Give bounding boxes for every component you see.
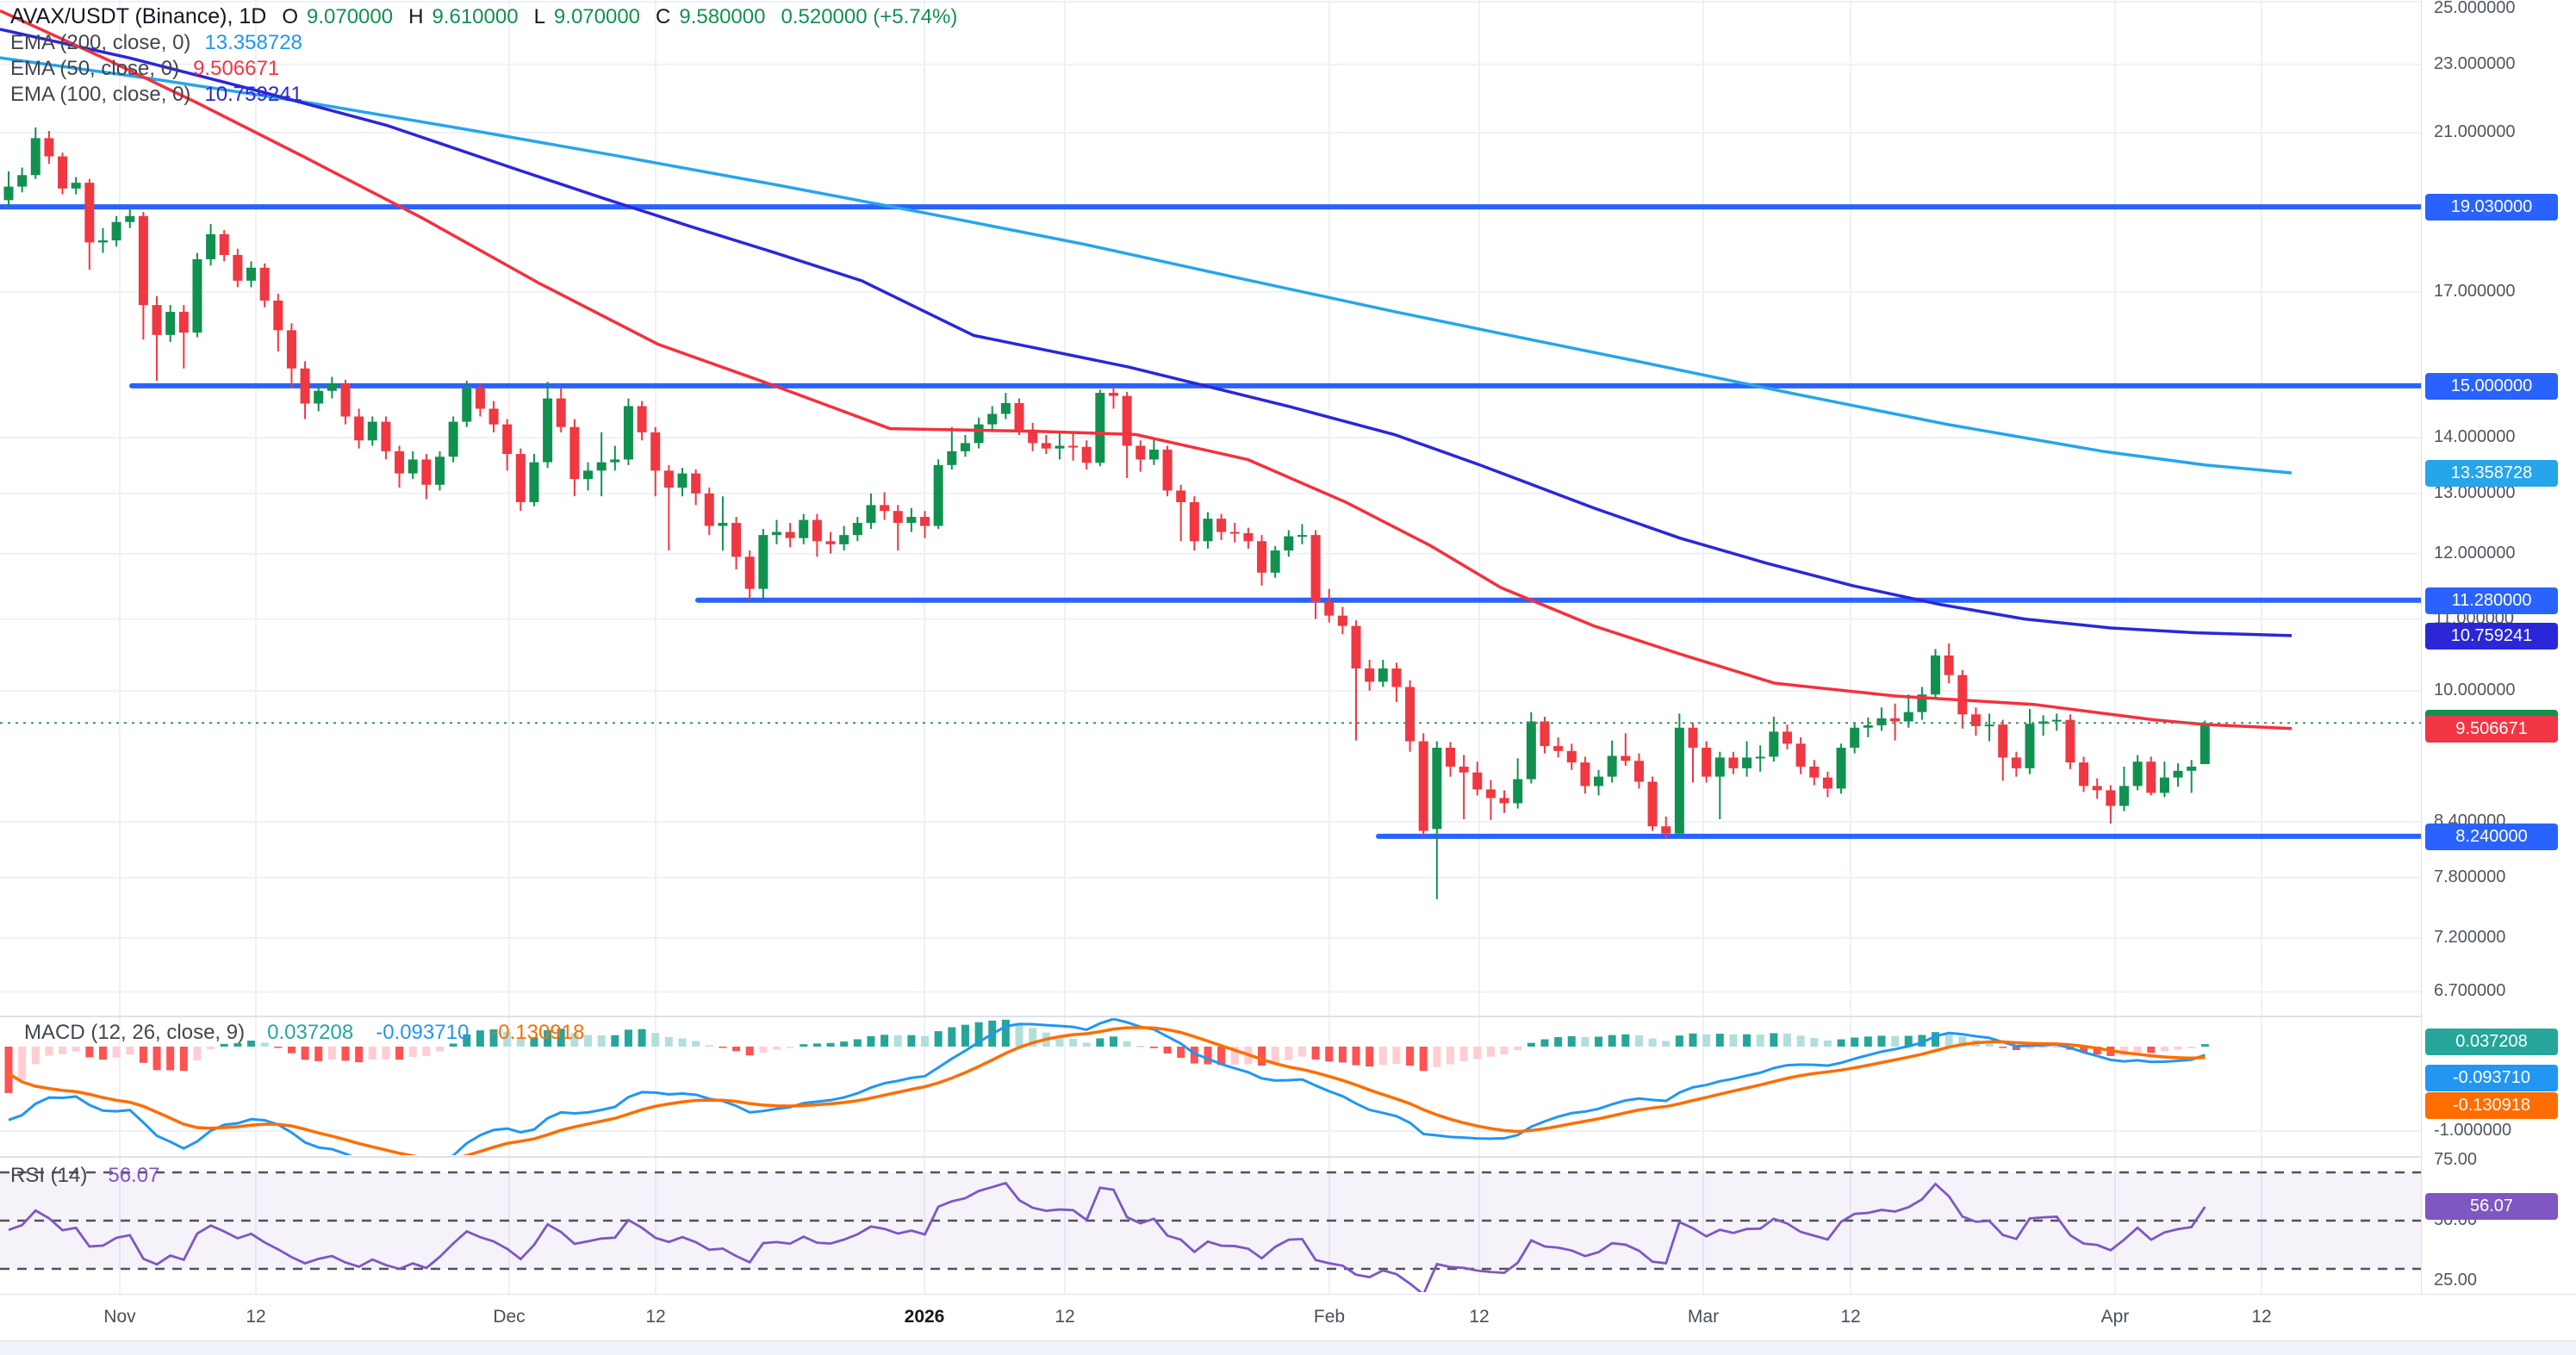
macd-signal-line: [8, 1026, 2206, 1155]
time-axis[interactable]: Nov 12 Dec 12 2026 12 Feb 12 Mar 12 Apr 12: [0, 1294, 2576, 1341]
ema200-label: EMA (200, close, 0): [10, 31, 191, 54]
rsi-value: 56.07: [108, 1164, 160, 1187]
ema100-value: 10.759241: [204, 83, 302, 106]
price-badge-9.506671: 9.506671: [2425, 716, 2558, 743]
rsi-tick-75.00: 75.00: [2434, 1150, 2478, 1169]
high-value: 9.610000: [432, 5, 519, 28]
rsi-label: RSI (14): [10, 1164, 88, 1187]
price-badge-8.240000: 8.240000: [2425, 823, 2558, 850]
price-tick-21.000000: 21.000000: [2434, 122, 2516, 142]
price-tick-14.000000: 14.000000: [2434, 427, 2516, 447]
symbol-legend-row: AVAX/USDT (Binance), 1D O 9.070000 H 9.610…: [10, 5, 957, 28]
time-tick-12: 12: [1469, 1307, 1490, 1327]
rsi-badge-56.07: 56.07: [2425, 1193, 2558, 1220]
time-tick-12: 12: [645, 1307, 666, 1327]
rsi-tick-25.00: 25.00: [2434, 1271, 2478, 1290]
main-legend[interactable]: AVAX/USDT (Binance), 1D O 9.070000 H 9.610…: [10, 5, 957, 109]
time-tick-12: 12: [1055, 1307, 1075, 1327]
ema50-label: EMA (50, close, 0): [10, 57, 180, 80]
ema100-legend-row[interactable]: EMA (100, close, 0) 10.759241: [10, 84, 957, 106]
price-tick-17.000000: 17.000000: [2434, 281, 2516, 301]
price-tick-13.000000: 13.000000: [2434, 482, 2516, 502]
rsi-line: [8, 1181, 2206, 1292]
rsi-legend-row: RSI (14) 56.07: [10, 1165, 159, 1187]
candlesticks: [3, 127, 2210, 899]
price-tick-23.000000: 23.000000: [2434, 53, 2516, 73]
price-tick-10.000000: 10.000000: [2434, 680, 2516, 699]
close-value: 9.580000: [679, 5, 766, 28]
time-tick-Mar: Mar: [1687, 1307, 1720, 1327]
macd-tick--1.000000: -1.000000: [2434, 1121, 2512, 1140]
ema50-legend-row[interactable]: EMA (50, close, 0) 9.506671: [10, 58, 957, 80]
ema200-value: 13.358728: [204, 31, 302, 54]
macd-histogram: [4, 1019, 2209, 1093]
macd-badge-0.037208: 0.037208: [2425, 1029, 2558, 1055]
bottom-toolbar-strip: [0, 1340, 2576, 1355]
price-tick-25.000000: 25.000000: [2434, 0, 2516, 17]
price-badge-11.280000: 11.280000: [2425, 587, 2558, 614]
macd-label: MACD (12, 26, close, 9): [24, 1021, 246, 1044]
macd-legend[interactable]: MACD (12, 26, close, 9) 0.037208 -0.0937…: [10, 1022, 584, 1047]
time-tick-12: 12: [1840, 1307, 1861, 1327]
symbol-title: AVAX/USDT (Binance), 1D: [10, 4, 267, 28]
gridlines: [0, 0, 2421, 1294]
price-axis[interactable]: 25.000000 23.000000 21.000000 17.000000 14.0…: [2421, 0, 2576, 1354]
time-tick-Feb: Feb: [1313, 1307, 1346, 1327]
price-tick-7.800000: 7.800000: [2434, 867, 2506, 886]
time-tick-12: 12: [2251, 1307, 2272, 1327]
ema200-legend-row[interactable]: EMA (200, close, 0) 13.358728: [10, 32, 957, 54]
ema100-line[interactable]: [0, 28, 2293, 637]
price-tick-7.200000: 7.200000: [2434, 927, 2506, 947]
ema50-line[interactable]: [0, 9, 2293, 730]
open-label: O: [282, 5, 298, 28]
macd-hist-value: 0.037208: [267, 1021, 354, 1044]
price-badge-10.759241: 10.759241: [2425, 622, 2558, 650]
open-value: 9.070000: [307, 5, 394, 28]
price-badge-19.030000: 19.030000: [2425, 194, 2558, 221]
low-label: L: [533, 5, 545, 28]
macd-signal-value: -0.130918: [491, 1021, 585, 1044]
high-label: H: [408, 5, 424, 28]
macd-line-value: -0.093710: [376, 1021, 470, 1044]
price-tick-6.700000: 6.700000: [2434, 981, 2506, 1001]
change-value: 0.520000 (+5.74%): [781, 5, 958, 28]
rsi-legend[interactable]: RSI (14) 56.07: [10, 1165, 159, 1190]
time-tick-Apr: Apr: [2100, 1307, 2130, 1327]
time-tick-Nov: Nov: [103, 1307, 136, 1327]
ema100-label: EMA (100, close, 0): [10, 83, 191, 106]
macd-badge--0.130918: -0.130918: [2425, 1092, 2558, 1119]
ema200-line[interactable]: [0, 56, 2293, 475]
macd-line: [8, 1018, 2206, 1155]
price-badge-15.000000: 15.000000: [2425, 372, 2558, 400]
macd-badge--0.093710: -0.093710: [2425, 1065, 2558, 1091]
price-badge-13.358728: 13.358728: [2425, 460, 2558, 488]
ema50-value: 9.506671: [193, 57, 280, 80]
low-value: 9.070000: [553, 5, 641, 28]
time-tick-Dec: Dec: [493, 1307, 526, 1327]
time-tick-2026: 2026: [904, 1307, 945, 1327]
price-tick-12.000000: 12.000000: [2434, 543, 2516, 563]
macd-legend-row: MACD (12, 26, close, 9) 0.037208 -0.0937…: [10, 1022, 584, 1044]
close-label: C: [656, 5, 671, 28]
time-tick-12: 12: [246, 1307, 266, 1327]
